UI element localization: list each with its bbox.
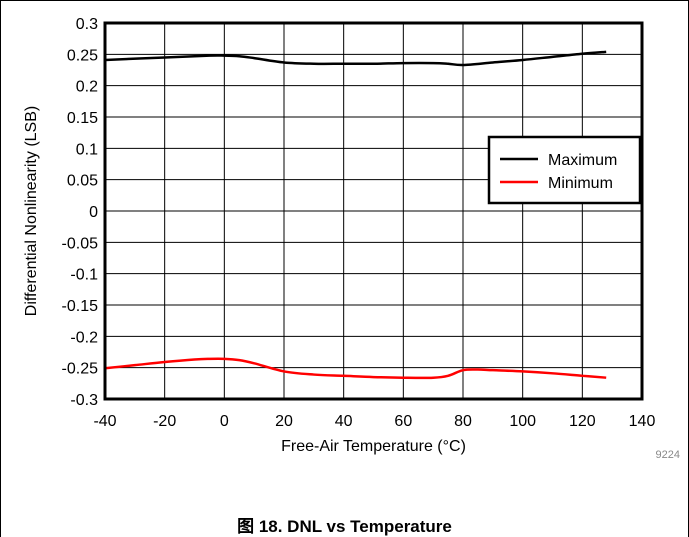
y-tick-labels: 0.3 0.25 0.2 0.15 0.1 0.05 0 -0.05 -0.1 -0.15 -0.2… — [62, 16, 99, 409]
series-line-maximum — [104, 50, 607, 67]
y-tick-label: -0.25 — [62, 361, 99, 378]
x-tick-label: 0 — [220, 413, 229, 430]
figure-caption: 图 18. DNL vs Temperature — [237, 517, 452, 536]
x-tick-label: 60 — [394, 413, 412, 430]
x-tick-label: 140 — [629, 413, 656, 430]
x-tick-label: 40 — [335, 413, 353, 430]
figure-id: 9224 — [656, 449, 680, 461]
legend: Maximum Minimum — [487, 135, 642, 205]
x-tick-label: 100 — [509, 413, 536, 430]
y-tick-label: 0.05 — [67, 173, 98, 190]
y-tick-label: -0.3 — [70, 392, 98, 409]
x-tick-labels: -40 -20 0 20 40 60 80 100 120 140 — [93, 413, 655, 430]
y-tick-label: 0.3 — [76, 16, 98, 33]
y-tick-label: 0.2 — [76, 79, 98, 96]
y-tick-label: 0 — [89, 204, 98, 221]
y-tick-label: 0.25 — [67, 47, 98, 64]
y-tick-label: 0.1 — [76, 141, 98, 158]
y-tick-label: -0.1 — [70, 267, 98, 284]
y-tick-label: -0.15 — [62, 298, 99, 315]
x-tick-label: 80 — [454, 413, 472, 430]
y-axis-title: Differential Nonlinearity (LSB) — [23, 106, 40, 316]
series-line-minimum — [104, 357, 607, 380]
x-tick-label: -40 — [93, 413, 116, 430]
legend-label-maximum: Maximum — [548, 152, 617, 169]
y-tick-label: 0.15 — [67, 110, 98, 127]
legend-box — [487, 135, 642, 205]
y-tick-label: -0.2 — [70, 329, 98, 346]
y-tick-label: -0.05 — [62, 235, 99, 252]
series-lines — [104, 50, 607, 380]
legend-label-minimum: Minimum — [548, 175, 613, 192]
x-tick-label: -20 — [153, 413, 176, 430]
plot-area-border — [103, 21, 644, 401]
x-axis-title: Free-Air Temperature (°C) — [281, 438, 466, 455]
grid — [104, 22, 643, 400]
x-tick-label: 20 — [275, 413, 293, 430]
x-tick-label: 120 — [569, 413, 596, 430]
